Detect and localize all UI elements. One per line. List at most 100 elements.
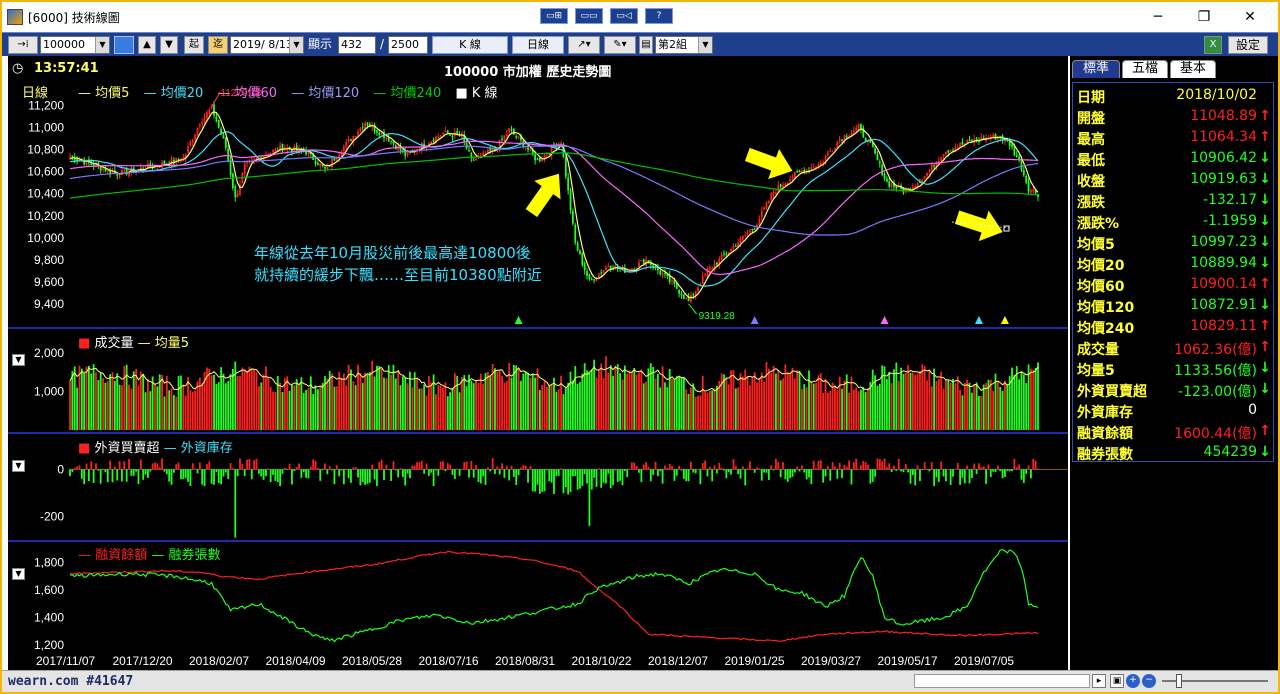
foreign-bar <box>586 469 588 484</box>
volume-bar <box>243 369 246 430</box>
search-icon[interactable] <box>114 36 134 54</box>
volume-bar <box>399 385 402 430</box>
volume-bar <box>175 396 178 430</box>
close-button[interactable]: ✕ <box>1244 9 1256 25</box>
foreign-bar <box>968 469 971 484</box>
foreign-bar <box>298 463 300 470</box>
tab-five-levels[interactable]: 五檔 <box>1122 60 1168 78</box>
volume-bar <box>635 374 638 430</box>
layout-button-3[interactable]: ▭◁ <box>610 8 638 24</box>
volume-bar <box>90 373 93 430</box>
foreign-bar <box>1015 467 1018 470</box>
candle-body <box>796 171 799 173</box>
date-select[interactable]: 2019/ 8/13 ▼ <box>230 36 304 54</box>
grid-icon[interactable]: ▤ <box>639 36 653 54</box>
candle-body <box>817 163 820 167</box>
foreign-bar <box>463 462 466 470</box>
zoom-slider-handle[interactable] <box>1176 674 1182 688</box>
foreign-bar <box>605 469 607 484</box>
candle-body <box>163 160 166 165</box>
volume-bar <box>640 369 643 430</box>
high-price-pointer <box>211 91 221 107</box>
volume-bar <box>359 373 362 430</box>
zoom-in-icon[interactable]: + <box>1126 674 1140 688</box>
zoom-slider[interactable] <box>1162 680 1268 682</box>
volume-bar <box>458 392 461 430</box>
foreign-bar <box>895 469 898 471</box>
group-select[interactable]: 第2組 ▼ <box>655 36 713 54</box>
volume-bar <box>560 375 562 430</box>
help-button[interactable]: ? <box>645 8 673 24</box>
layout-button-1[interactable]: ▭⊞ <box>540 8 568 24</box>
minimize-button[interactable]: ─ <box>1153 9 1163 25</box>
nav-arrow-button[interactable]: →⁞ <box>8 36 38 54</box>
volume-bar <box>623 365 626 430</box>
ma20-line <box>69 131 1039 287</box>
candle-body <box>602 270 605 274</box>
volume-bar <box>671 379 673 430</box>
foreign-bar <box>843 465 846 470</box>
volume-bar <box>1037 362 1039 430</box>
draw-tool-icon[interactable]: ↗▾ <box>568 36 600 54</box>
symbol-select[interactable]: 100000 ▼ <box>40 36 110 54</box>
settings-button[interactable]: 設定 <box>1228 36 1268 54</box>
volume-bar <box>368 372 371 430</box>
foreign-bar <box>413 465 416 470</box>
volume-bar <box>737 387 740 430</box>
zoom-out-icon[interactable]: − <box>1142 674 1156 688</box>
chart-svg[interactable]: 11,200 11,000 10,800 10,600 10,400 10,200 10,0… <box>8 56 1068 670</box>
maximize-button[interactable]: ❐ <box>1197 9 1211 25</box>
volume-bar <box>418 388 421 430</box>
period-menu[interactable]: 日線 <box>512 36 564 54</box>
margin-pane-menu-icon[interactable]: ▼ <box>12 568 25 580</box>
legend-ma20: — 均價20 <box>143 86 204 101</box>
candle-body <box>1018 156 1021 159</box>
quote-label: 均價120 <box>1077 300 1135 316</box>
volume-bar <box>260 382 263 430</box>
volume-bar <box>1001 390 1004 430</box>
foreign-bar <box>682 469 685 479</box>
foreign-pane-menu-icon[interactable]: ▼ <box>12 460 25 472</box>
horizontal-scrollbar[interactable] <box>914 674 1090 688</box>
foreign-bar <box>128 458 130 470</box>
volume-bar <box>992 390 995 430</box>
display-count-input[interactable]: 432 <box>338 36 376 54</box>
volume-bar <box>919 370 921 430</box>
quote-row: 均價240 10829.11 ↑ <box>1077 318 1271 339</box>
scroll-right-icon[interactable]: ▸ <box>1092 674 1106 688</box>
total-count-input[interactable]: 2500 <box>388 36 428 54</box>
quote-row: 漲跌 -132.17 ↓ <box>1077 192 1271 213</box>
foreign-bar <box>935 469 938 478</box>
eraser-tool-icon[interactable]: ✎▾ <box>604 36 636 54</box>
candle-body <box>966 140 969 144</box>
volume-bar <box>76 387 78 430</box>
prev-up-button[interactable]: ▲ <box>138 36 156 54</box>
foreign-bar <box>321 469 324 471</box>
kline-menu[interactable]: K 線 <box>432 36 508 54</box>
foreign-bar <box>579 469 581 489</box>
tab-basic[interactable]: 基本 <box>1170 60 1216 78</box>
next-down-button[interactable]: ▼ <box>160 36 178 54</box>
end-button[interactable]: 迄 <box>208 36 228 54</box>
candle-body <box>586 271 588 277</box>
volume-bar <box>524 371 527 430</box>
fit-icon[interactable]: ▣ <box>1110 674 1124 688</box>
symbol-value: 100000 <box>43 38 85 51</box>
layout-button-2[interactable]: ▭▭ <box>575 8 603 24</box>
foreign-bar <box>595 469 598 487</box>
foreign-bar <box>465 461 468 470</box>
start-button[interactable]: 起 <box>184 36 204 54</box>
foreign-bar <box>130 469 133 476</box>
excel-icon[interactable]: X <box>1204 36 1222 54</box>
foreign-bar <box>640 469 643 482</box>
chart-area[interactable]: 11,200 11,000 10,800 10,600 10,400 10,200 10,0… <box>8 56 1068 670</box>
volume-bar <box>345 385 348 430</box>
tab-standard[interactable]: 標準 <box>1072 60 1120 78</box>
foreign-bar <box>767 469 770 480</box>
volume-bar <box>118 384 121 430</box>
foreign-bar <box>189 469 192 486</box>
foreign-bar <box>151 463 154 470</box>
candle-body <box>76 159 78 161</box>
foreign-bar <box>165 469 168 475</box>
volume-pane-menu-icon[interactable]: ▼ <box>12 354 25 366</box>
